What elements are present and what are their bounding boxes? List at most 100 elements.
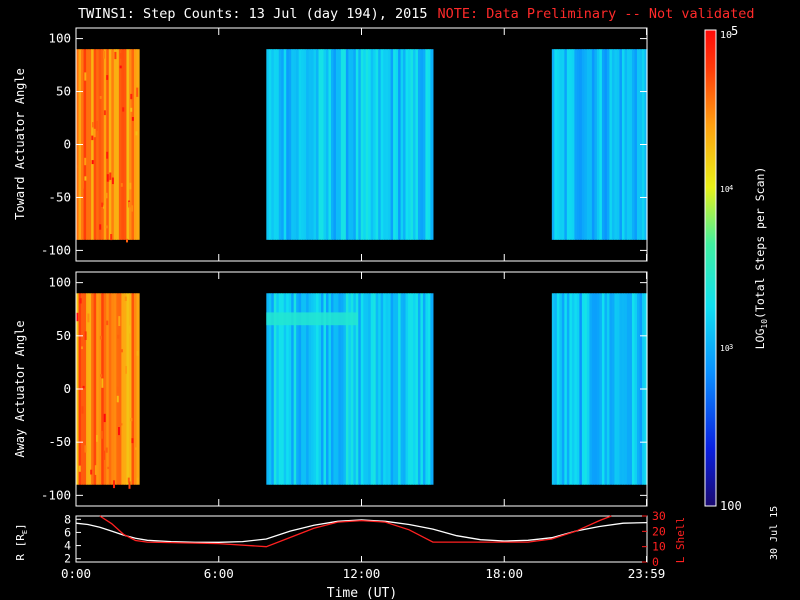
toward-block-2-col-15: [589, 49, 593, 240]
toward-block-2-col-16: [591, 49, 595, 240]
toward-block-1-col-40: [365, 49, 369, 240]
away-block-2-col-21: [604, 293, 608, 485]
away-heatmap-data: [76, 293, 648, 489]
toward-block-1-col-12: [296, 49, 300, 240]
away-block-2-col-0: [551, 293, 555, 485]
away-block-0-speckle-15: [120, 423, 123, 426]
away-block-1-col-30: [340, 293, 344, 485]
away-block-2-col-19: [599, 293, 603, 485]
toward-block-2-col-2: [556, 49, 560, 240]
away-block-0-col-18: [121, 293, 125, 485]
away-block-0-col-10: [101, 293, 105, 485]
toward-block-0-col-23: [134, 49, 138, 240]
toward-block-1-col-5: [278, 49, 282, 240]
toward-block-1-col-37: [358, 49, 362, 240]
toward-block-0-speckle-21: [130, 93, 133, 100]
toward-block-2-col-31: [629, 49, 633, 240]
toward-block-0-speckle-16: [101, 202, 104, 207]
toward-block-2-col-33: [634, 49, 638, 240]
toward-block-0-speckle-32: [106, 75, 109, 80]
toward-block-1-col-25: [328, 49, 332, 240]
toward-block-1-col-38: [360, 49, 364, 240]
orbit-ytick-right-label-1: 20: [652, 524, 666, 538]
away-block-1-col-25: [328, 293, 332, 485]
toward-block-1-col-57: [408, 49, 412, 240]
toward-block-1-col-17: [308, 49, 312, 240]
toward-block-1-col-63: [422, 49, 427, 240]
toward-block-0-speckle-36: [105, 225, 108, 229]
toward-block-2-col-10: [576, 49, 580, 240]
toward-block-1-col-60: [415, 49, 419, 240]
orbit-xtick-label-0: 0:00: [61, 566, 91, 581]
away-block-1-col-14: [301, 293, 305, 485]
away-block-2-col-1: [554, 293, 558, 485]
away-block-1-col-4: [276, 293, 280, 485]
toward-block-2-col-17: [594, 49, 598, 240]
toward-ytick-label-4: -100: [41, 242, 71, 257]
away-block-0-col-6: [91, 293, 95, 485]
away-block-1-col-31: [343, 293, 347, 485]
away-block-2-col-26: [616, 293, 621, 485]
toward-block-1-col-36: [355, 49, 359, 240]
orbit-ylabel-left: R [RE]: [14, 523, 29, 560]
away-block-2-col-16: [591, 293, 595, 485]
toward-block-0-speckle-18: [111, 177, 114, 185]
toward-block-0-speckle-11: [106, 151, 109, 159]
away-block-0-speckle-19: [100, 374, 103, 377]
away-block-2-col-7: [569, 293, 573, 485]
toward-block-0-col-10: [101, 49, 105, 240]
toward-block-0-speckle-17: [126, 238, 128, 243]
toward-block-1-col-35: [353, 49, 357, 240]
toward-block-0-speckle-3: [105, 192, 108, 199]
toward-block-1-col-29: [338, 49, 342, 240]
away-block-0-speckle-28: [105, 447, 108, 453]
toward-block-2-col-24: [611, 49, 616, 240]
toward-block-1-col-24: [325, 49, 330, 240]
away-block-0-speckle-17: [117, 334, 120, 339]
away-block-1-col-23: [323, 293, 327, 485]
orbit-panel-frame: [75, 515, 648, 563]
toward-block-1-col-11: [293, 49, 297, 240]
toward-block-0-speckle-22: [103, 50, 106, 59]
away-block-0-speckle-0: [76, 312, 79, 322]
away-block-2-col-8: [571, 293, 575, 485]
away-block-2-col-27: [619, 293, 623, 485]
away-block-1-col-22: [321, 293, 325, 485]
away-block-1-col-19: [313, 293, 317, 485]
lshell-line: [99, 515, 612, 548]
away-block-1-col-8: [286, 293, 290, 485]
away-block-1-col-18: [311, 293, 315, 485]
toward-block-0-speckle-24: [130, 107, 133, 112]
orbit-xtick-label-2: 12:00: [343, 566, 381, 581]
away-block-0-col-9: [98, 293, 102, 485]
toward-block-1-col-66: [430, 49, 434, 240]
away-block-2-col-22: [606, 293, 611, 485]
toward-block-0-col-6: [91, 49, 95, 240]
toward-block-0-col-24: [136, 49, 140, 240]
away-block-1-col-51: [393, 293, 397, 485]
toward-heatmap-data: [76, 49, 648, 243]
away-axis-ticks: 100 50 0 -50 -100: [41, 272, 648, 506]
toward-block-1-col-45: [378, 49, 382, 240]
away-block-0-col-11: [103, 293, 107, 485]
toward-block-1-col-64: [425, 49, 429, 240]
away-block-1-col-13: [298, 293, 302, 485]
away-block-0-col-7: [93, 293, 97, 485]
away-panel: 100 50 0 -50 -100 Away Actuator Angle: [13, 271, 648, 507]
cbar-tick-1e3-base: 10: [720, 344, 730, 353]
toward-block-0-speckle-19: [119, 65, 122, 69]
away-block-1-col-36: [355, 293, 359, 485]
away-block-1-col-26: [330, 293, 335, 485]
toward-block-2-col-26: [616, 49, 621, 240]
toward-block-0-col-4: [86, 49, 90, 240]
away-block-1-col-24: [325, 293, 330, 485]
toward-block-1-col-53: [398, 49, 402, 240]
away-block-0-speckle-14: [82, 385, 85, 389]
away-block-2-col-10: [576, 293, 580, 485]
away-block-1-col-49: [388, 293, 392, 485]
toward-block-2-col-30: [626, 49, 631, 240]
toward-ytick-label-1: 50: [56, 84, 71, 99]
toward-block-1-col-46: [380, 49, 384, 240]
away-block-1-col-2: [271, 293, 275, 485]
